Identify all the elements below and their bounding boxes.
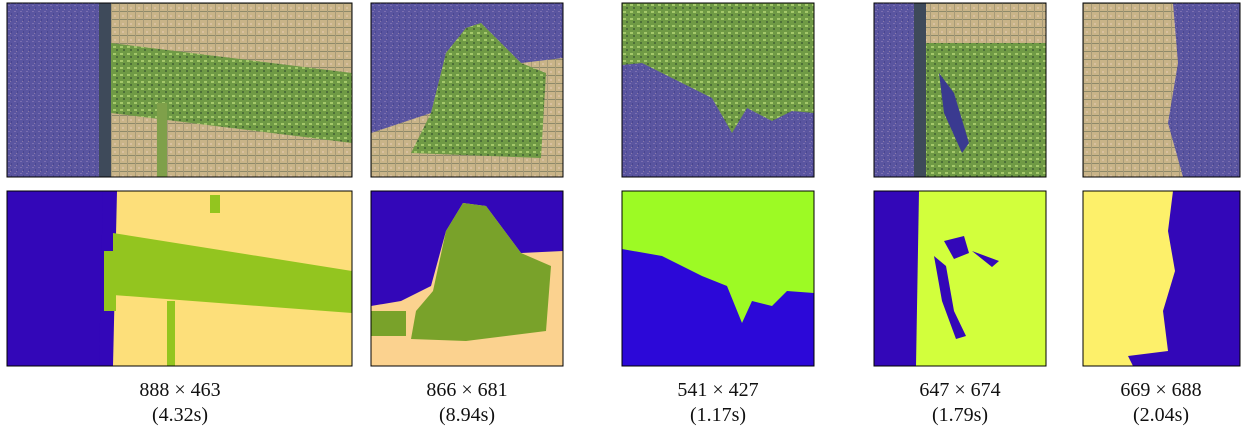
sar-image: [371, 3, 563, 177]
image-size: 888 × 463: [139, 379, 220, 401]
image-size: 541 × 427: [677, 379, 758, 401]
run-time: (4.32s): [152, 404, 208, 426]
sar-image: [622, 3, 814, 177]
run-time: (1.79s): [932, 404, 988, 426]
sar-image: [1083, 3, 1240, 177]
segmentation-map: [7, 191, 352, 366]
segmentation-map: [622, 191, 814, 366]
image-size: 866 × 681: [426, 379, 507, 401]
segmentation-map: [371, 191, 563, 366]
captions: 888 × 463 (4.32s) 866 × 681 (8.94s) 541 …: [139, 379, 1201, 426]
sar-image: [7, 3, 352, 177]
segmentation-map: [1083, 191, 1240, 366]
segmentation-map: [874, 191, 1046, 366]
run-time: (8.94s): [439, 404, 495, 426]
image-size: 647 × 674: [919, 379, 1000, 401]
run-time: (1.17s): [690, 404, 746, 426]
sar-image: [874, 3, 1046, 177]
image-size: 669 × 688: [1120, 379, 1201, 401]
figure: 888 × 463 (4.32s) 866 × 681 (8.94s) 541 …: [0, 0, 1244, 435]
run-time: (2.04s): [1133, 404, 1189, 426]
